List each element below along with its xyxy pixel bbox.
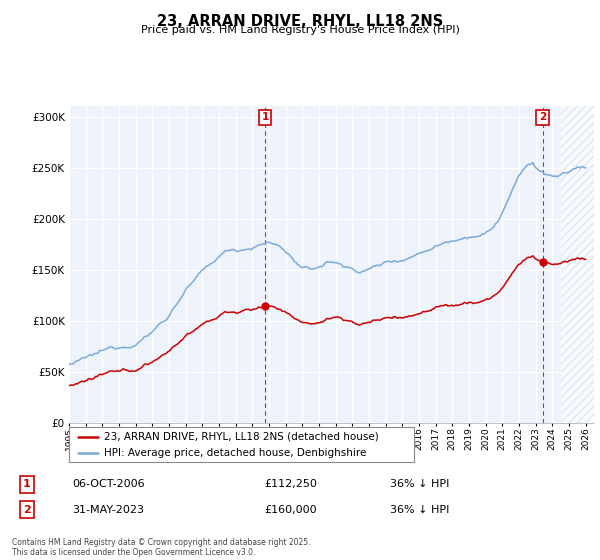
Text: HPI: Average price, detached house, Denbighshire: HPI: Average price, detached house, Denb… xyxy=(104,447,366,458)
Text: 2: 2 xyxy=(539,113,546,123)
Bar xyxy=(560,106,600,423)
Text: Price paid vs. HM Land Registry's House Price Index (HPI): Price paid vs. HM Land Registry's House … xyxy=(140,25,460,35)
Text: 23, ARRAN DRIVE, RHYL, LL18 2NS: 23, ARRAN DRIVE, RHYL, LL18 2NS xyxy=(157,14,443,29)
Text: 36% ↓ HPI: 36% ↓ HPI xyxy=(390,479,449,489)
Text: Contains HM Land Registry data © Crown copyright and database right 2025.
This d: Contains HM Land Registry data © Crown c… xyxy=(12,538,311,557)
Text: 31-MAY-2023: 31-MAY-2023 xyxy=(72,505,144,515)
Text: 23, ARRAN DRIVE, RHYL, LL18 2NS (detached house): 23, ARRAN DRIVE, RHYL, LL18 2NS (detache… xyxy=(104,432,378,442)
Text: 36% ↓ HPI: 36% ↓ HPI xyxy=(390,505,449,515)
Text: £160,000: £160,000 xyxy=(264,505,317,515)
Text: 06-OCT-2006: 06-OCT-2006 xyxy=(72,479,145,489)
Bar xyxy=(560,106,600,423)
Text: 1: 1 xyxy=(23,479,31,489)
Text: 1: 1 xyxy=(262,113,269,123)
Text: £112,250: £112,250 xyxy=(264,479,317,489)
Text: 2: 2 xyxy=(23,505,31,515)
FancyBboxPatch shape xyxy=(69,427,414,462)
Bar xyxy=(560,106,600,423)
